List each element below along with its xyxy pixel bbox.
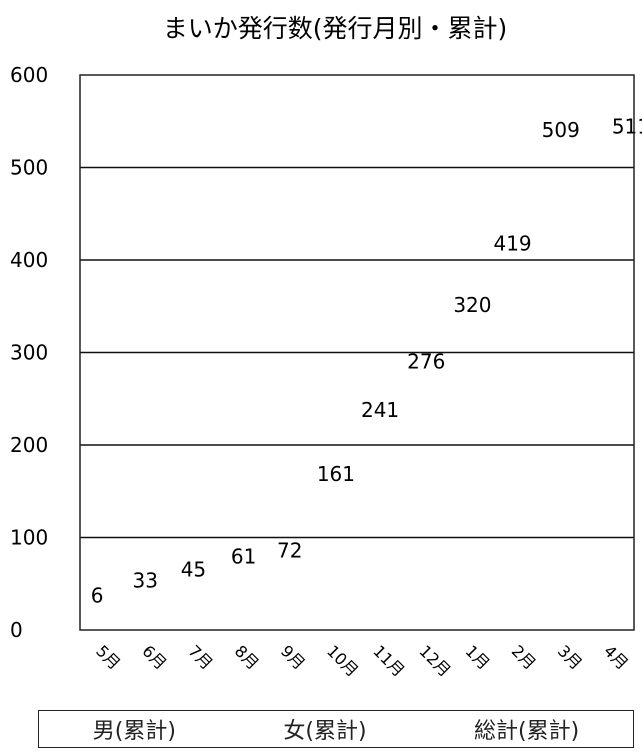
legend-item-female: 女(累計) (283, 719, 367, 744)
data-label: 241 (361, 398, 399, 422)
x-tick-label: 3月 (554, 641, 586, 673)
y-tick-label: 100 (10, 526, 48, 550)
chart: まいか発行数(発行月別・累計) 0 100 200 300 400 500 600 5月 6月… (10, 14, 642, 681)
data-label: 320 (453, 293, 491, 317)
data-label: 72 (277, 538, 302, 562)
y-tick-label: 200 (10, 433, 48, 457)
data-label: 61 (231, 545, 256, 569)
data-label: 161 (317, 462, 355, 486)
x-tick-label: 9月 (277, 641, 309, 673)
y-tick-label: 400 (10, 248, 48, 272)
x-tick-label: 11月 (369, 641, 408, 680)
x-tick-label: 5月 (92, 641, 124, 673)
x-tick-label: 4月 (600, 641, 632, 673)
x-tick-label: 8月 (231, 641, 263, 673)
data-label: 419 (493, 231, 531, 255)
data-label: 276 (407, 350, 445, 374)
y-tick-label: 300 (10, 341, 48, 365)
legend-item-male: 男(累計) (92, 719, 176, 744)
gridlines (80, 166, 634, 539)
x-tick-label: 6月 (138, 641, 170, 673)
y-tick-label: 600 (10, 63, 48, 87)
data-label: 509 (542, 118, 580, 142)
x-axis-ticks: 5月 6月 7月 8月 9月 10月 11月 12月 1月 2月 3月 4月 (92, 641, 632, 680)
data-label: 45 (181, 557, 206, 581)
data-label: 33 (133, 568, 158, 592)
x-tick-label: 7月 (185, 641, 217, 673)
x-tick-label: 10月 (323, 641, 362, 680)
y-tick-label: 0 (10, 618, 23, 642)
legend: 男(累計) 女(累計) 総計(累計) (38, 710, 634, 748)
plot-area-border (79, 74, 635, 631)
x-tick-label: 1月 (462, 641, 494, 673)
x-tick-label: 12月 (415, 641, 454, 680)
legend-item-total: 総計(累計) (474, 719, 580, 744)
y-axis-ticks: 0 100 200 300 400 500 600 (10, 63, 48, 642)
data-labels: 6 33 45 61 72 161 241 276 320 419 509 511 (91, 114, 642, 607)
y-tick-label: 500 (10, 156, 48, 180)
x-tick-label: 2月 (508, 641, 540, 673)
data-label: 6 (91, 583, 104, 607)
data-label: 511 (612, 114, 642, 138)
chart-title: まいか発行数(発行月別・累計) (163, 14, 508, 43)
